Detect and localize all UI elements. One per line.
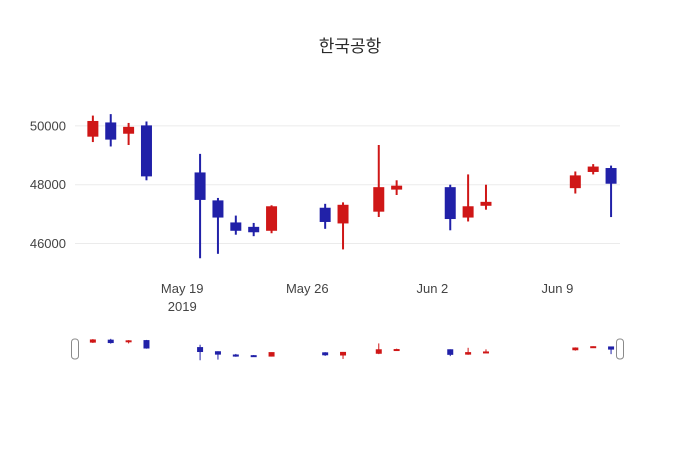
candle-body <box>444 187 456 220</box>
candle-body <box>87 120 99 137</box>
candle-body <box>105 122 117 140</box>
candle-body <box>337 204 349 224</box>
x-tick-label: May 19 <box>161 281 204 296</box>
range-slider-handle-right[interactable] <box>616 338 624 360</box>
candle-body-mini <box>125 340 132 343</box>
x-tick-label: Jun 9 <box>542 281 574 296</box>
x-tick-sublabel: 2019 <box>168 299 197 314</box>
candle-body <box>319 207 331 222</box>
candle-body <box>248 226 260 233</box>
candle-body <box>391 185 403 190</box>
candle-body <box>266 206 278 231</box>
candle-body <box>194 172 206 200</box>
candle-body-mini <box>572 347 579 351</box>
candle-body-mini <box>214 351 221 355</box>
candle-body <box>587 166 599 172</box>
candle-body <box>212 200 224 218</box>
candle-body-mini <box>447 349 454 355</box>
range-slider-handle-left[interactable] <box>71 338 79 360</box>
x-tick-label: Jun 2 <box>416 281 448 296</box>
candle-body <box>123 126 135 134</box>
candle-body <box>140 125 152 177</box>
y-tick-label: 48000 <box>30 177 66 192</box>
candle-body <box>462 206 474 218</box>
candle-body-mini <box>197 347 204 353</box>
candle-body <box>605 168 617 184</box>
y-tick-label: 46000 <box>30 236 66 251</box>
candle-body <box>230 222 242 231</box>
candle-body <box>480 201 492 206</box>
candle-body-mini <box>590 346 597 349</box>
candle-body-mini <box>89 339 96 343</box>
candle-body-mini <box>250 355 257 358</box>
candle-body-mini <box>465 352 472 355</box>
candle-body-mini <box>375 349 382 354</box>
candle-body-mini <box>393 349 400 352</box>
candle-body-mini <box>608 346 615 350</box>
candle-body-mini <box>322 352 329 356</box>
x-tick-label: May 26 <box>286 281 329 296</box>
candle-body-mini <box>143 340 150 349</box>
y-tick-label: 50000 <box>30 118 66 133</box>
candle-body-mini <box>232 354 239 357</box>
candle-body-mini <box>482 351 489 354</box>
candle-body <box>569 175 581 189</box>
candle-body <box>373 187 385 212</box>
candle-body-mini <box>340 351 347 356</box>
candle-body-mini <box>268 352 275 357</box>
chart-title: 한국공항 <box>318 37 382 56</box>
candle-body-mini <box>107 339 114 344</box>
